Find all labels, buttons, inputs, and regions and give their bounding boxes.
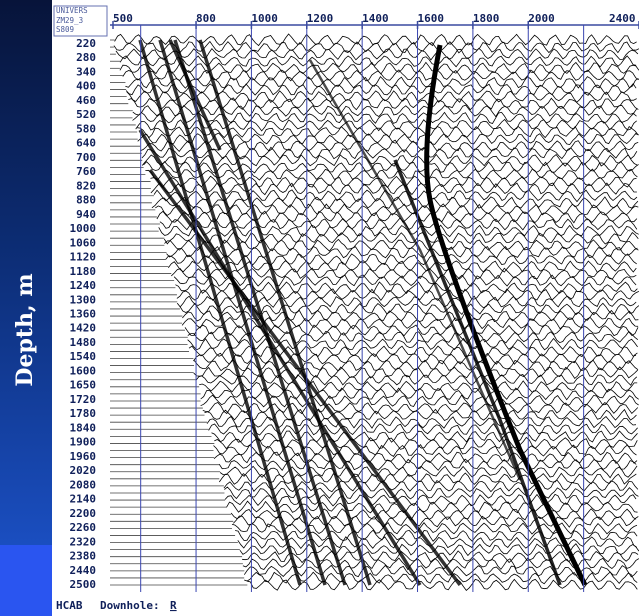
y-tick-label: 1720 (70, 393, 97, 406)
y-tick-label: 1120 (70, 251, 97, 264)
y-tick-label: 1480 (70, 336, 97, 349)
y-tick-label: 2380 (70, 550, 97, 563)
footer-text: R (170, 599, 177, 612)
x-tick-label: 1800 (473, 12, 500, 25)
y-tick-label: 2320 (70, 535, 97, 548)
y-tick-label: 640 (76, 137, 96, 150)
x-tick-label: 1600 (418, 12, 445, 25)
y-tick-label: 940 (76, 208, 96, 221)
y-tick-label: 880 (76, 194, 96, 207)
y-tick-label: 1960 (70, 450, 97, 463)
y-tick-label: 400 (76, 80, 96, 93)
y-tick-label: 1540 (70, 350, 97, 363)
x-tick-label: 1400 (362, 12, 389, 25)
y-tick-label: 340 (76, 65, 96, 78)
y-tick-label: 1060 (70, 236, 97, 249)
seismic-screen: Depth, m UNIVERS ZM29_3 S809 50080010001… (0, 0, 639, 616)
side-panel (0, 0, 52, 545)
y-tick-label: 2140 (70, 493, 97, 506)
y-axis-title: Depth, m (12, 273, 38, 386)
y-tick-label: 520 (76, 108, 96, 121)
page: Depth, m UNIVERS ZM29_3 S809 50080010001… (0, 0, 639, 616)
x-tick-label: 1200 (307, 12, 334, 25)
y-tick-label: 1840 (70, 421, 97, 434)
y-tick-label: 760 (76, 165, 96, 178)
footer-text: HCAB (56, 599, 83, 612)
y-tick-label: 2080 (70, 478, 97, 491)
header-line: UNIVERS (56, 6, 88, 15)
header-line: S809 (56, 25, 74, 34)
x-tick-label: 1000 (251, 12, 278, 25)
footer-text: Downhole: (100, 599, 160, 612)
y-tick-label: 2440 (70, 564, 97, 577)
y-tick-label: 2260 (70, 521, 97, 534)
y-tick-label: 700 (76, 151, 96, 164)
y-tick-label: 2200 (70, 507, 97, 520)
y-tick-label: 460 (76, 94, 96, 107)
y-tick-label: 1240 (70, 279, 97, 292)
y-tick-label: 1360 (70, 308, 97, 321)
y-tick-label: 220 (76, 37, 96, 50)
x-tick-label: 2000 (528, 12, 555, 25)
x-tick-label: 2400 (609, 12, 636, 25)
y-tick-label: 1300 (70, 293, 97, 306)
header-line: ZM29_3 (56, 16, 83, 25)
y-tick-label: 2500 (70, 578, 97, 591)
y-tick-label: 820 (76, 179, 96, 192)
y-tick-label: 280 (76, 51, 96, 64)
y-tick-label: 1000 (70, 222, 97, 235)
x-tick-label: 500 (113, 12, 133, 25)
side-block (0, 545, 52, 616)
x-tick-label: 800 (196, 12, 216, 25)
y-tick-label: 2020 (70, 464, 97, 477)
y-tick-label: 1900 (70, 436, 97, 449)
y-tick-label: 1420 (70, 322, 97, 335)
y-tick-label: 1780 (70, 407, 97, 420)
y-tick-label: 1180 (70, 265, 97, 278)
y-tick-label: 580 (76, 122, 96, 135)
y-tick-label: 1600 (70, 364, 97, 377)
y-tick-label: 1650 (70, 379, 97, 392)
